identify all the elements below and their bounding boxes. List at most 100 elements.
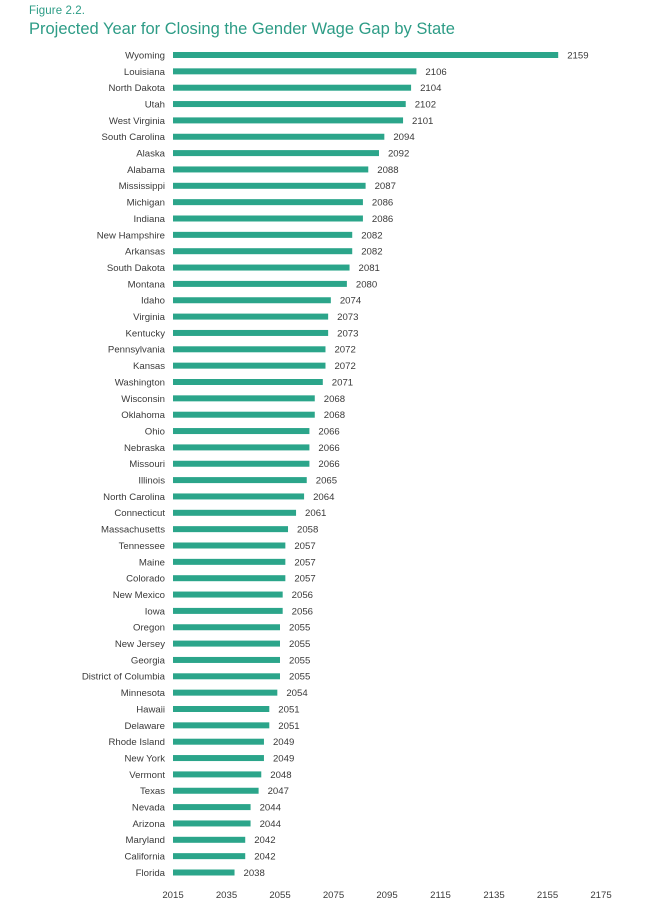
value-label-missouri: 2066: [318, 459, 339, 470]
category-label-ohio: Ohio: [145, 426, 165, 437]
bar-south-carolina: [173, 133, 385, 140]
x-tick-label-2115: 2115: [430, 890, 451, 901]
chart-header: Figure 2.2. Projected Year for Closing t…: [29, 4, 629, 39]
value-label-ohio: 2066: [318, 426, 339, 437]
bar-washington: [173, 379, 323, 385]
category-label-north-carolina: North Carolina: [103, 492, 166, 503]
category-label-north-dakota: North Dakota: [108, 83, 165, 94]
bar-texas: [173, 787, 259, 794]
value-label-georgia: 2055: [289, 655, 310, 666]
bar-arizona: [173, 820, 251, 827]
bar-pennsylvania: [173, 346, 326, 353]
category-label-alaska: Alaska: [136, 149, 165, 160]
category-label-new-jersey: New Jersey: [115, 639, 165, 650]
category-label-oklahoma: Oklahoma: [121, 410, 165, 421]
value-labels-layer: 2159 2106 2104 2102 2101 2094 2092 2088 2087 2086…: [244, 50, 589, 879]
value-label-michigan: 2086: [372, 198, 393, 209]
bar-mississippi: [173, 182, 366, 189]
x-axis-ticks-layer: 2015 2035 2055 2075 2095 2115 2135 2155 2175: [162, 890, 611, 901]
category-label-delaware: Delaware: [124, 721, 165, 732]
category-label-massachusetts: Massachusetts: [101, 525, 165, 536]
category-label-district-of-columbia: District of Columbia: [82, 672, 166, 683]
category-label-rhode-island: Rhode Island: [108, 737, 165, 748]
category-label-iowa: Iowa: [145, 606, 166, 617]
category-label-texas: Texas: [140, 786, 165, 797]
bar-district-of-columbia: [173, 673, 280, 680]
bar-kentucky: [173, 329, 329, 336]
bar-new-jersey: [173, 640, 280, 647]
x-tick-label-2135: 2135: [483, 890, 504, 901]
category-label-virginia: Virginia: [133, 312, 165, 323]
value-label-indiana: 2086: [372, 214, 393, 225]
value-label-new-jersey: 2055: [289, 639, 310, 650]
category-label-kentucky: Kentucky: [126, 328, 166, 339]
x-tick-label-2155: 2155: [537, 890, 558, 901]
bar-new-hampshire: [173, 231, 353, 238]
category-label-pennsylvania: Pennsylvania: [108, 345, 166, 356]
bar-massachusetts: [173, 526, 289, 533]
category-label-utah: Utah: [145, 99, 165, 110]
value-label-alabama: 2088: [377, 165, 398, 176]
category-label-mississippi: Mississippi: [119, 181, 165, 192]
figure-label: Figure 2.2.: [29, 5, 86, 17]
category-label-louisiana: Louisiana: [124, 67, 166, 78]
category-label-minnesota: Minnesota: [121, 688, 166, 699]
x-tick-label-2075: 2075: [323, 890, 344, 901]
category-label-missouri: Missouri: [129, 459, 165, 470]
bar-alabama: [173, 166, 369, 173]
bar-missouri: [173, 460, 310, 467]
category-label-new-hampshire: New Hampshire: [97, 230, 165, 241]
value-label-maine: 2057: [294, 557, 315, 568]
bar-vermont: [173, 771, 262, 778]
bar-illinois: [173, 477, 307, 484]
value-label-nebraska: 2066: [318, 443, 339, 454]
value-label-mississippi: 2087: [375, 181, 396, 192]
value-label-west-virginia: 2101: [412, 116, 433, 127]
bar-south-dakota: [173, 264, 350, 271]
x-tick-label-2015: 2015: [162, 890, 183, 901]
bar-minnesota: [173, 689, 278, 696]
value-label-arkansas: 2082: [361, 247, 382, 258]
value-label-delaware: 2051: [278, 721, 299, 732]
value-label-hawaii: 2051: [278, 704, 299, 715]
bar-california: [173, 853, 246, 860]
value-label-texas: 2047: [268, 786, 289, 797]
value-label-kentucky: 2073: [337, 328, 358, 339]
category-label-hawaii: Hawaii: [136, 704, 165, 715]
category-label-maine: Maine: [139, 557, 165, 568]
bar-georgia: [173, 656, 280, 663]
value-label-new-mexico: 2056: [292, 590, 313, 601]
bar-rhode-island: [173, 738, 264, 745]
bar-kansas: [173, 362, 326, 369]
value-label-arizona: 2044: [260, 819, 282, 830]
x-tick-label-2035: 2035: [216, 890, 237, 901]
category-label-arizona: Arizona: [132, 819, 165, 830]
value-label-connecticut: 2061: [305, 508, 326, 519]
bar-michigan: [173, 199, 363, 206]
category-label-florida: Florida: [136, 868, 166, 879]
bar-north-dakota: [173, 84, 412, 91]
bar-ohio: [173, 428, 310, 435]
bar-wisconsin: [173, 395, 315, 402]
value-label-oregon: 2055: [289, 623, 310, 634]
bar-tennessee: [173, 542, 286, 549]
bar-new-york: [173, 755, 264, 762]
category-label-illinois: Illinois: [138, 476, 165, 487]
bar-hawaii: [173, 706, 270, 712]
x-tick-label-2055: 2055: [269, 890, 290, 901]
category-label-arkansas: Arkansas: [125, 247, 165, 258]
value-label-massachusetts: 2058: [297, 525, 318, 536]
bar-maine: [173, 558, 286, 565]
bar-idaho: [173, 297, 331, 304]
value-label-illinois: 2065: [316, 476, 337, 487]
category-label-michigan: Michigan: [127, 198, 165, 209]
category-label-georgia: Georgia: [131, 655, 166, 666]
category-labels-layer: Wyoming Louisiana North Dakota Utah West Vir…: [82, 50, 166, 879]
category-label-montana: Montana: [128, 279, 166, 290]
bars-layer: [173, 52, 559, 876]
value-label-new-york: 2049: [273, 753, 294, 764]
value-label-pennsylvania: 2072: [334, 345, 355, 356]
bar-arkansas: [173, 248, 353, 255]
category-label-maryland: Maryland: [126, 835, 165, 846]
category-label-nebraska: Nebraska: [124, 443, 166, 454]
